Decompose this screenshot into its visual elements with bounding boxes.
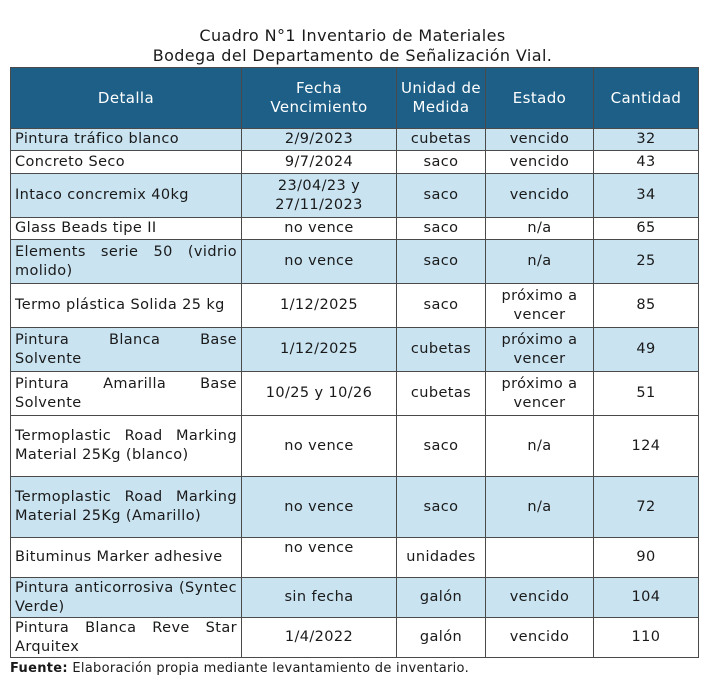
cell-unidad: cubetas	[396, 371, 486, 416]
cell-estado: vencido	[485, 150, 594, 174]
table-row: Concreto Seco 9/7/2024 saco vencido 43	[10, 150, 699, 174]
cell-unidad: saco	[396, 217, 486, 240]
cell-estado: próximo a vencer	[485, 327, 594, 372]
table-row: Elements serie 50 (vidrio molido) no ven…	[10, 239, 699, 284]
cell-estado: próximo a vencer	[485, 283, 594, 328]
cell-unidad: galón	[396, 577, 486, 618]
cell-unidad: cubetas	[396, 327, 486, 372]
cell-estado: vencido	[485, 128, 594, 151]
cell-detalla: Termoplastic Road Marking Material 25Kg …	[10, 476, 242, 538]
cell-estado: n/a	[485, 239, 594, 284]
cell-fecha: no vence	[241, 217, 397, 240]
cell-detalla: Pintura Blanca Reve Star Arquitex	[10, 617, 242, 658]
cell-fecha: 9/7/2024	[241, 150, 397, 174]
cell-unidad: saco	[396, 283, 486, 328]
source-label: Fuente:	[10, 661, 68, 676]
table-row: Pintura anticorrosiva (Syntec Verde) sin…	[10, 577, 699, 618]
cell-detalla: Termo plástica Solida 25 kg	[10, 283, 242, 328]
cell-fecha: sin fecha	[241, 577, 397, 618]
cell-cantidad: 72	[593, 476, 699, 538]
source-text: Elaboración propia mediante levantamient…	[67, 661, 470, 676]
cell-unidad: saco	[396, 239, 486, 284]
cell-cantidad: 124	[593, 415, 699, 477]
cell-detalla: Pintura Amarilla Base Solvente	[10, 371, 242, 416]
table-title-line-2: Bodega del Departamento de Señalización …	[152, 46, 553, 65]
cell-detalla: Termoplastic Road Marking Material 25Kg …	[10, 415, 242, 477]
cell-cantidad: 51	[593, 371, 699, 416]
cell-unidad: unidades	[396, 537, 486, 578]
cell-detalla: Pintura Blanca Base Solvente	[10, 327, 242, 372]
table-row: Intaco concremix 40kg 23/04/23 y 27/11/2…	[10, 173, 699, 218]
cell-cantidad: 43	[593, 150, 699, 174]
cell-unidad: galón	[396, 617, 486, 658]
cell-estado: n/a	[485, 415, 594, 477]
header-cantidad: Cantidad	[593, 67, 699, 129]
cell-cantidad: 32	[593, 128, 699, 151]
cell-detalla: Concreto Seco	[10, 150, 242, 174]
cell-unidad: saco	[396, 173, 486, 218]
header-unidad: Unidad de Medida	[396, 67, 486, 129]
cell-fecha: 10/25 y 10/26	[241, 371, 397, 416]
cell-detalla: Bituminus Marker adhesive	[10, 537, 242, 578]
cell-fecha: 1/12/2025	[241, 327, 397, 372]
table-row: Pintura Blanca Reve Star Arquitex 1/4/20…	[10, 617, 699, 658]
cell-unidad: saco	[396, 476, 486, 538]
cell-cantidad: 25	[593, 239, 699, 284]
table-row: Glass Beads tipe II no vence saco n/a 65	[10, 217, 699, 240]
cell-cantidad: 65	[593, 217, 699, 240]
cell-cantidad: 85	[593, 283, 699, 328]
cell-fecha: 2/9/2023	[241, 128, 397, 151]
cell-cantidad: 104	[593, 577, 699, 618]
table-header-row: Detalla Fecha Vencimiento Unidad de Medi…	[10, 67, 699, 129]
table-row: Termoplastic Road Marking Material 25Kg …	[10, 415, 699, 477]
cell-estado: n/a	[485, 476, 594, 538]
cell-estado: vencido	[485, 617, 594, 658]
header-fecha: Fecha Vencimiento	[241, 67, 397, 129]
source-note: Fuente: Elaboración propia mediante leva…	[10, 661, 469, 676]
table-row: Termoplastic Road Marking Material 25Kg …	[10, 476, 699, 538]
cell-cantidad: 110	[593, 617, 699, 658]
table-row: Pintura tráfico blanco 2/9/2023 cubetas …	[10, 128, 699, 151]
cell-fecha: 23/04/23 y 27/11/2023	[241, 173, 397, 218]
table-row: Termo plástica Solida 25 kg 1/12/2025 sa…	[10, 283, 699, 328]
cell-fecha: no vence	[241, 537, 397, 578]
cell-detalla: Elements serie 50 (vidrio molido)	[10, 239, 242, 284]
header-estado: Estado	[485, 67, 594, 129]
table-row: Pintura Blanca Base Solvente 1/12/2025 c…	[10, 327, 699, 372]
table-row: Pintura Amarilla Base Solvente 10/25 y 1…	[10, 371, 699, 416]
cell-fecha: no vence	[241, 415, 397, 477]
cell-detalla: Intaco concremix 40kg	[10, 173, 242, 218]
cell-fecha: no vence	[241, 239, 397, 284]
header-detalla: Detalla	[10, 67, 242, 129]
cell-estado: próximo a vencer	[485, 371, 594, 416]
cell-unidad: saco	[396, 150, 486, 174]
cell-fecha: no vence	[241, 476, 397, 538]
cell-detalla: Pintura anticorrosiva (Syntec Verde)	[10, 577, 242, 618]
cell-estado: vencido	[485, 173, 594, 218]
cell-unidad: cubetas	[396, 128, 486, 151]
cell-detalla: Pintura tráfico blanco	[10, 128, 242, 151]
inventory-table: Detalla Fecha Vencimiento Unidad de Medi…	[10, 67, 699, 658]
table-row: Bituminus Marker adhesive no vence unida…	[10, 537, 699, 578]
cell-unidad: saco	[396, 415, 486, 477]
cell-cantidad: 34	[593, 173, 699, 218]
cell-cantidad: 90	[593, 537, 699, 578]
cell-detalla: Glass Beads tipe II	[10, 217, 242, 240]
cell-estado: n/a	[485, 217, 594, 240]
cell-fecha: 1/12/2025	[241, 283, 397, 328]
cell-estado: vencido	[485, 577, 594, 618]
cell-cantidad: 49	[593, 327, 699, 372]
cell-fecha: 1/4/2022	[241, 617, 397, 658]
table-title-line-1: Cuadro N°1 Inventario de Materiales	[199, 26, 506, 45]
cell-estado	[485, 537, 594, 578]
